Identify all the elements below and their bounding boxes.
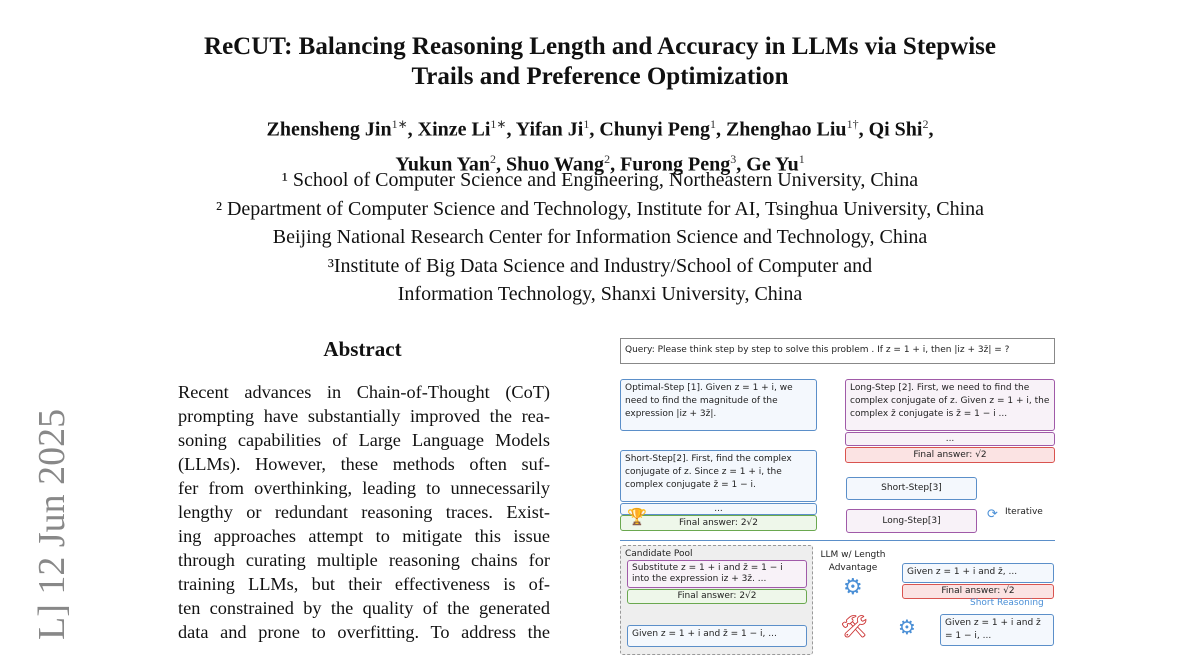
brace [620,540,1055,541]
author-affil-mark: 1∗ [391,117,408,131]
abstract-line: lengthy or redundant reasoning traces. E… [178,502,550,522]
abstract-line: through curating multiple reasoning chai… [178,550,550,570]
iterative-label: Iterative [1005,507,1043,517]
author-name: Shuo Wang [506,153,605,176]
author-affil-mark: 2 [604,151,611,166]
arxiv-stamp: L] 12 Jun 2025 [31,408,73,640]
long-step3-box: Long-Step[3] [846,509,977,533]
abstract-line: training LLMs, but their effectiveness i… [178,574,550,594]
method-figure: Query: Please think step by step to solv… [615,335,1065,655]
abstract-line: data and prone to overfitting. To addres… [178,622,550,642]
author-affil-mark: 1∗ [490,117,507,131]
candidate-2: Given z = 1 + i and z̄ = 1 − i, ... [627,625,807,647]
output-1-final: Final answer: √2 [902,584,1054,599]
author-affil-mark: 1† [846,117,859,131]
author-name: Yukun Yan [395,153,491,176]
output-1: Given z = 1 + i and z̄, ... [902,563,1054,583]
affiliations: ¹ School of Computer Science and Enginee… [215,169,985,305]
abstract-heading: Abstract [323,337,402,361]
gear-icon: ⚙ [843,575,863,600]
abstract-line: ing approaches attempt to mitigate this … [178,526,550,546]
abstract-line: soning capabilities of Large Language Mo… [178,430,550,450]
abstract-line: (LLMs). However, these methods often suf… [178,454,550,474]
author-affil-mark: 2 [490,151,497,166]
abstract-text: Recent advances in Chain-of-Thought (CoT… [178,380,550,644]
gear-icon: ⚙ [898,615,916,639]
author-affil-mark: 1 [709,117,716,131]
ellipsis: ... [620,503,817,515]
author-name: Ge Yu [746,153,799,176]
trophy-icon: 🏆 [627,507,647,526]
author-name: Chunyi Peng [599,118,710,141]
author-list: Zhensheng Jin1∗, Xinze Li1∗, Yifan Ji1, … [266,117,934,176]
query-box: Query: Please think step by step to solv… [620,338,1055,364]
author-affil-mark: 1 [798,151,805,166]
long-step2-box: Long-Step [2]. First, we need to find th… [845,379,1055,431]
llm-label: LLM w/ Length Advantage [820,550,886,573]
author-name: Furong Peng [620,153,731,176]
abstract-line: prompting have substantially improved th… [178,406,550,426]
author-affil-mark: 3 [730,151,737,166]
ellipsis: ... [845,432,1055,446]
author-name: Xinze Li [417,118,491,141]
short-step2-box: Short-Step[2]. First, find the complex c… [620,450,817,502]
tools-icon: 🛠 [840,615,868,640]
final-answer-right: Final answer: 2√2 [620,515,817,531]
short-step3-box: Short-Step[3] [846,477,977,500]
author-name: Yifan Ji [515,118,584,141]
author-name: Zhenghao Liu [725,118,847,141]
abstract-line: fer from overthinking, leading to unnece… [178,478,550,498]
paper-title: ReCUT: Balancing Reasoning Length and Ac… [204,33,996,90]
abstract-line: ten constrained by the quality of the ge… [178,598,550,618]
author-affil-mark: 1 [583,117,590,131]
output-2: Given z = 1 + i and z̄ = 1 − i, ... [940,614,1054,646]
author-name: Zhensheng Jin [266,118,392,141]
candidate-1-final: Final answer: 2√2 [627,589,807,604]
refresh-icon: ⟳ [987,507,998,522]
abstract-line: Recent advances in Chain-of-Thought (CoT… [178,382,550,402]
candidate-1: Substitute z = 1 + i and z̄ = 1 − i into… [627,560,807,588]
final-answer-wrong: Final answer: √2 [845,447,1055,463]
author-affil-mark: 2 [922,117,929,131]
author-name: Qi Shi [868,118,923,141]
short-reasoning-label: Short Reasoning [970,598,1044,608]
optimal-step-box: Optimal-Step [1]. Given z = 1 + i, we ne… [620,379,817,431]
